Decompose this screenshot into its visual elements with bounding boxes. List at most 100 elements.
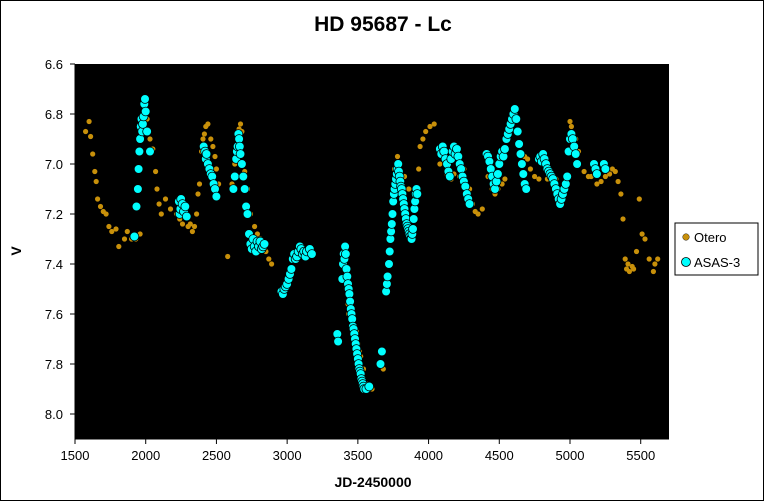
otero-point (652, 261, 658, 267)
asas3-point (444, 171, 455, 182)
asas3-point (364, 381, 375, 392)
otero-point (625, 261, 631, 267)
asas3-point (562, 171, 572, 182)
asas3-point (286, 264, 297, 274)
legend-label-asas3: ASAS-3 (694, 255, 740, 270)
otero-point (179, 221, 186, 227)
legend-marker-asas3 (681, 257, 691, 267)
otero-point (147, 136, 153, 142)
asas3-point (180, 201, 191, 212)
asas3-point (375, 359, 386, 369)
x-axis-label: JD-2450000 (334, 474, 411, 490)
asas3-point (238, 171, 249, 182)
asas3-point (384, 259, 394, 269)
y-tick-label: 7.2 (45, 207, 63, 222)
otero-point (196, 181, 203, 187)
axes: 1500 2000 2500 3000 3500 4000 4500 5000 5500 6.6 6… (45, 57, 669, 463)
otero-point (252, 223, 258, 230)
series-asas3 (129, 94, 611, 394)
otero-point (210, 143, 216, 150)
asas3-point (412, 189, 423, 199)
otero-point (437, 161, 443, 167)
otero-point (116, 243, 122, 250)
otero-point (525, 156, 531, 162)
otero-point (154, 186, 160, 192)
asas3-point (129, 231, 140, 242)
otero-point (612, 168, 618, 175)
otero-point (195, 191, 201, 197)
y-axis-label: V (8, 246, 24, 256)
asas3-point (142, 126, 152, 137)
otero-point (423, 128, 429, 135)
asas3-point (237, 159, 247, 169)
asas3-point (384, 246, 395, 257)
otero-point (205, 121, 211, 127)
otero-point (237, 121, 244, 127)
asas3-point (387, 209, 398, 219)
otero-point (615, 178, 621, 185)
otero-point (527, 166, 534, 172)
otero-point (642, 236, 648, 242)
x-tick-label: 3500 (343, 448, 372, 463)
otero-point (92, 168, 98, 175)
asas3-point (570, 149, 581, 159)
y-tick-label: 7.8 (45, 357, 63, 372)
asas3-point (340, 249, 351, 259)
asas3-point (572, 159, 582, 169)
otero-point (208, 136, 214, 142)
asas3-point (377, 346, 387, 357)
otero-point (83, 128, 89, 135)
otero-point (636, 196, 642, 202)
otero-point (93, 178, 99, 185)
asas3-point (517, 159, 527, 169)
otero-point (213, 166, 219, 172)
otero-point (594, 181, 600, 187)
otero-point (502, 176, 508, 182)
asas3-point (181, 211, 192, 222)
otero-point (201, 131, 207, 137)
otero-point (153, 168, 159, 175)
otero-point (97, 203, 104, 210)
otero-point (162, 196, 169, 202)
asas3-point (521, 184, 531, 194)
otero-point (650, 268, 657, 275)
y-tick-label: 7.4 (45, 257, 63, 272)
otero-point (187, 221, 193, 227)
otero-point (121, 236, 128, 242)
otero-point (598, 178, 604, 185)
asas3-point (228, 184, 239, 194)
asas3-point (239, 184, 250, 194)
otero-point (639, 231, 645, 237)
x-tick-label: 3000 (273, 448, 302, 463)
otero-point (618, 191, 624, 197)
asas3-point (382, 271, 393, 282)
otero-point (532, 173, 538, 180)
legend-label-otero: Otero (694, 230, 727, 245)
series-layer (83, 94, 661, 394)
otero-point (568, 123, 575, 130)
otero-point (427, 123, 433, 130)
asas3-point (500, 144, 510, 154)
otero-point (646, 256, 652, 262)
asas3-point (408, 224, 418, 234)
otero-point (567, 118, 573, 125)
otero-point (420, 136, 426, 142)
asas3-point (509, 104, 520, 114)
asas3-point (592, 169, 602, 179)
asas3-point (464, 199, 475, 209)
otero-point (124, 228, 130, 235)
asas3-point (211, 191, 222, 202)
asas3-point (140, 106, 151, 117)
otero-point (431, 121, 437, 127)
x-tick-label: 5500 (626, 448, 655, 463)
x-tick-label: 2000 (131, 448, 160, 463)
asas3-point (600, 164, 611, 174)
asas3-point (514, 139, 524, 149)
otero-point (417, 143, 423, 150)
asas3-point (145, 146, 155, 157)
chart-title: HD 95687 - Lc (314, 13, 452, 36)
asas3-point (512, 126, 523, 137)
otero-point (194, 211, 200, 217)
